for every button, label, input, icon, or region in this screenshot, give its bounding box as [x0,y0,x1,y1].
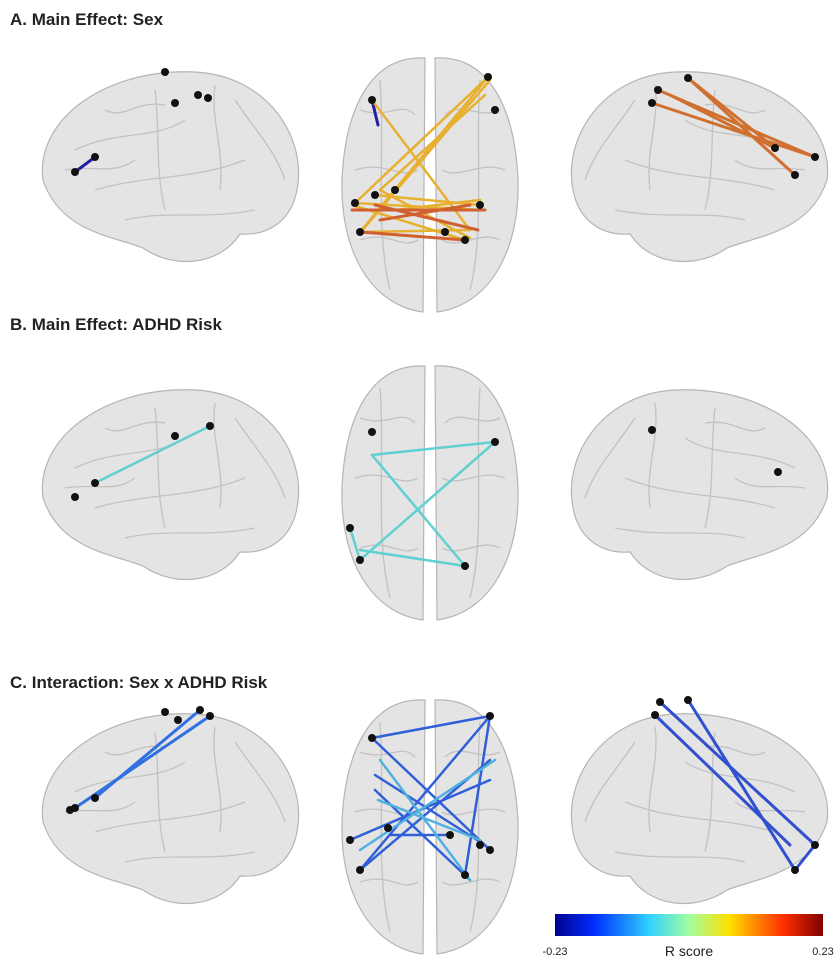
node [346,836,354,844]
node [71,804,79,812]
node [656,698,664,706]
node [91,479,99,487]
node [368,96,376,104]
brain-outline [571,390,827,580]
node [461,871,469,879]
node [774,468,782,476]
node [476,201,484,209]
node [371,191,379,199]
node [476,841,484,849]
node [206,422,214,430]
node [91,153,99,161]
node [486,712,494,720]
node [356,866,364,874]
node [351,199,359,207]
node [648,99,656,107]
colorbar-label: R score [665,943,713,959]
node [461,236,469,244]
lateral-brain [571,714,827,904]
brain-outline [342,58,425,312]
node [71,168,79,176]
node [346,524,354,532]
brain-outline [571,72,827,262]
node [791,171,799,179]
node [368,734,376,742]
panel-title: C. Interaction: Sex x ADHD Risk [10,673,268,692]
node [684,696,692,704]
colorbar-max: 0.23 [812,946,833,958]
node [461,562,469,570]
brain-images [42,58,827,954]
node [204,94,212,102]
lateral-brain [42,390,298,580]
node [196,706,204,714]
axial-brain [342,366,518,620]
node [491,438,499,446]
lateral-brain [571,72,827,262]
node [161,708,169,716]
lateral-brain [571,390,827,580]
node [648,426,656,434]
brain-outline [42,390,298,580]
node [161,68,169,76]
brain-outline [342,366,425,620]
node [171,432,179,440]
node [484,73,492,81]
node [791,866,799,874]
node [356,228,364,236]
node [174,716,182,724]
node [654,86,662,94]
node [71,493,79,501]
panel-title: A. Main Effect: Sex [10,10,164,29]
node [384,824,392,832]
node [91,794,99,802]
node [491,106,499,114]
brain-outline [571,714,827,904]
node [391,186,399,194]
node [811,153,819,161]
colorbar-min: -0.23 [542,946,567,958]
node [446,831,454,839]
node [171,99,179,107]
node [441,228,449,236]
figure: A. Main Effect: Sex B. Main Effect: ADHD… [0,0,839,966]
node [486,846,494,854]
panel-title: B. Main Effect: ADHD Risk [10,315,222,334]
node [651,711,659,719]
node [684,74,692,82]
node [368,428,376,436]
node [771,144,779,152]
node [194,91,202,99]
colorbar [555,914,823,936]
node [206,712,214,720]
brain-outline [435,366,518,620]
node [356,556,364,564]
axial-brain [342,58,518,312]
node [811,841,819,849]
